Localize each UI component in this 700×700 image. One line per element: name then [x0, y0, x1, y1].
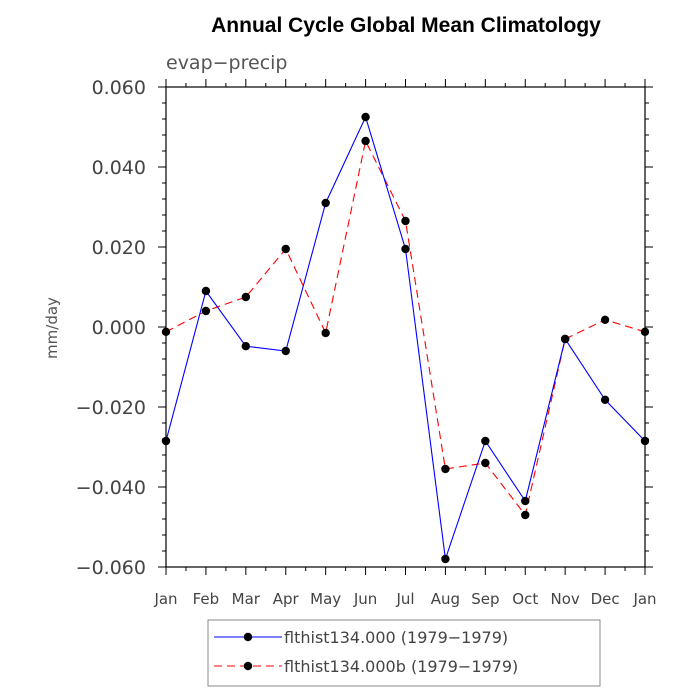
y-axis-label: mm/day	[43, 297, 61, 359]
x-tick-label: Feb	[193, 590, 220, 608]
data-point	[161, 327, 171, 336]
data-point	[401, 244, 410, 254]
x-tick-label: Jun	[353, 590, 377, 608]
data-point	[201, 286, 211, 296]
data-point	[521, 496, 530, 506]
data-point	[560, 334, 570, 344]
chart-subtitle: evap−precip	[166, 52, 288, 74]
data-point	[321, 328, 330, 338]
data-point	[600, 315, 610, 324]
data-point	[361, 112, 370, 122]
legend-label: flthist134.000 (1979−1979)	[284, 628, 508, 647]
x-tick-label: May	[310, 590, 341, 608]
legend-box	[207, 619, 601, 687]
legend-label: flthist134.000b (1979−1979)	[284, 657, 518, 676]
data-point	[441, 464, 450, 474]
data-point	[441, 554, 450, 564]
data-point	[481, 436, 490, 446]
x-tick-label: Jan	[153, 590, 177, 608]
data-point	[481, 458, 490, 468]
x-tick-label: Nov	[551, 590, 580, 608]
chart-title: Annual Cycle Global Mean Climatology	[211, 14, 601, 37]
data-point	[161, 436, 171, 446]
x-tick-label: Jul	[395, 590, 414, 608]
data-point	[281, 244, 290, 254]
x-tick-label: Apr	[273, 590, 300, 608]
x-tick-label: Oct	[512, 590, 538, 608]
x-tick-label: Sep	[471, 590, 499, 608]
data-point	[401, 216, 410, 226]
data-point	[281, 346, 290, 356]
series-line	[165, 115, 646, 560]
x-tick-label: Aug	[431, 590, 460, 608]
data-point	[241, 292, 251, 302]
plot-frame	[165, 86, 646, 568]
data-point	[521, 510, 530, 520]
data-point	[361, 136, 370, 146]
y-tick-label: −0.040	[76, 477, 146, 499]
series-line	[165, 139, 646, 517]
data-point	[640, 327, 650, 336]
y-tick-label: 0.020	[92, 237, 146, 259]
y-tick-label: 0.060	[92, 77, 146, 99]
legend-marker	[243, 661, 253, 671]
data-point	[201, 306, 211, 316]
data-point	[600, 395, 610, 404]
data-point	[640, 436, 650, 446]
x-tick-label: Jan	[632, 590, 656, 608]
y-tick-label: 0.000	[92, 317, 146, 339]
y-tick-label: −0.020	[76, 397, 146, 419]
y-tick-label: −0.060	[76, 557, 146, 579]
y-tick-label: 0.040	[92, 157, 146, 179]
data-point	[321, 198, 330, 208]
data-point	[241, 342, 251, 351]
legend-marker	[243, 632, 253, 642]
x-tick-label: Mar	[232, 590, 261, 608]
x-tick-label: Dec	[591, 590, 620, 608]
